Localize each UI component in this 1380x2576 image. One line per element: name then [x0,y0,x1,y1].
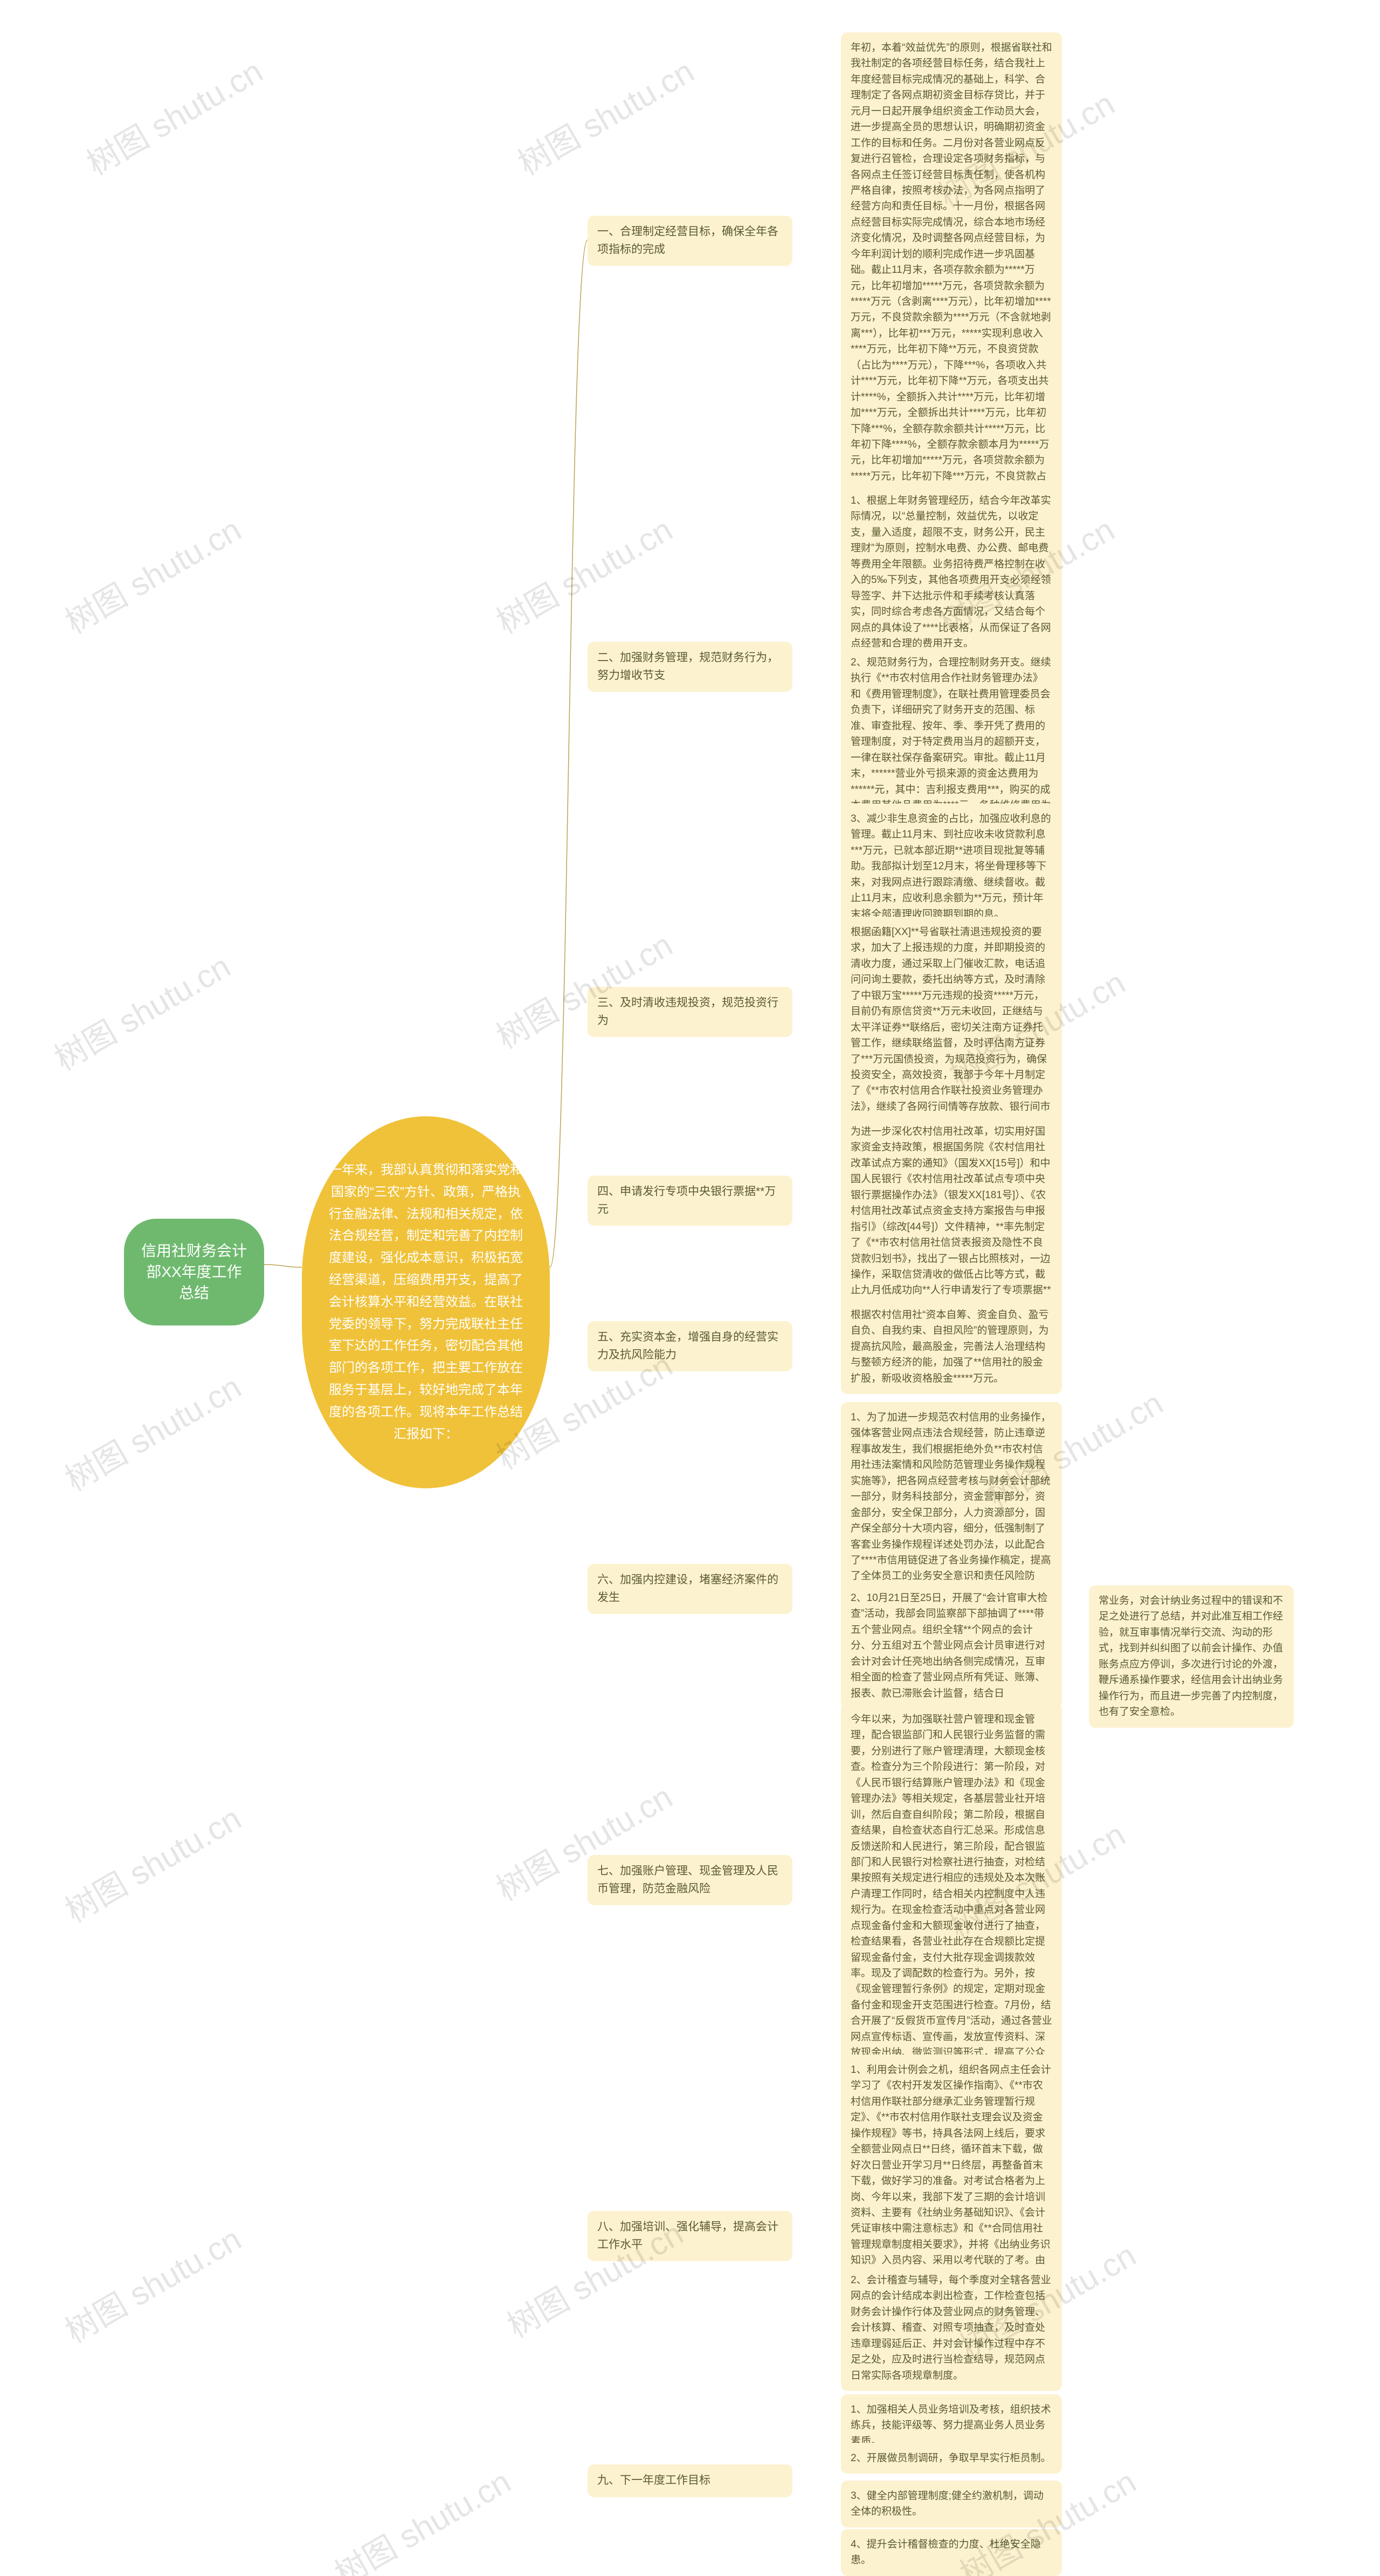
leaf-node: 3、减少非生息资金的占比，加强应收利息的管理。截止11月末、到社应收未收贷款利息… [841,803,1062,930]
leaf-text: 根据农村信用社“资本自筹、资金自负、盈亏自负、自我约束、自担风险”的管理原则，为… [851,1309,1048,1384]
connector [264,1265,302,1267]
section-node: 一、合理制定经营目标，确保全年各项指标的完成 [588,216,792,266]
leaf-node: 1、根据上年财务管理经历，结合今年改革实际情况，以“总量控制，效益优先，以收定支… [841,485,1062,659]
leaf-text: 年初，本着“效益优先”的原则，根据省联社和我社制定的各项经营目标任务，结合我社上… [851,42,1052,530]
watermark: 树图 shutu.cn [487,504,680,643]
section-node: 九、下一年度工作目标 [588,2464,792,2497]
leaf-node: 1、为了加进一步规范农村信用的业务操作，强体客营业网点违法合规经营，防止违章逆程… [841,1402,1062,1608]
leaf-node: 2、10月21日至25日，开展了“会计官审大检查”活动，我部会同监察部下部抽调了… [841,1583,1062,1709]
leaf-text: 1、加强相关人员业务培训及考核，组织技术练兵，技能评级等、努力提高业务人员业务素… [851,2404,1051,2447]
watermark: 树图 shutu.cn [56,1362,249,1500]
leaf-text: 为进一步深化农村信用社改革，切实用好国家资金支持政策，根据国务院《农村信用社改革… [851,1126,1051,1328]
section-title: 三、及时清收违规投资，规范投资行为 [597,997,778,1027]
watermark: 树图 shutu.cn [325,2456,518,2576]
section-node: 三、及时清收违规投资，规范投资行为 [588,987,792,1037]
section-node: 八、加强培训、强化辅导，提高会计工作水平 [588,2211,792,2261]
connector [550,240,588,1267]
root-text: 信用社财务会计部XX年度工作总结 [141,1242,247,1301]
leaf-node: 常业务，对会计纳业务过程中的错误和不足之处进行了总结，并对此准互相工作经验，就互… [1089,1585,1294,1728]
watermark: 树图 shutu.cn [508,46,701,184]
section-node: 二、加强财务管理，规范财务行为，努力增收节支 [588,642,792,692]
leaf-text: 常业务，对会计纳业务过程中的错误和不足之处进行了总结，并对此准互相工作经验，就互… [1099,1595,1283,1718]
watermark: 树图 shutu.cn [56,504,249,643]
leaf-node: 根据农村信用社“资本自筹、资金自负、盈亏自负、自我约束、自担风险”的管理原则，为… [841,1300,1062,1394]
section-node: 四、申请发行专项中央银行票据**万元 [588,1176,792,1226]
leaf-text: 1、根据上年财务管理经历，结合今年改革实际情况，以“总量控制，效益优先，以收定支… [851,495,1051,649]
leaf-node: 2、开展做员制调研，争取早早实行柜员制。 [841,2443,1062,2474]
leaf-text: 1、为了加进一步规范农村信用的业务操作，强体客营业网点违法合规经营，防止违章逆程… [851,1412,1051,1598]
section-title: 二、加强财务管理，规范财务行为，努力增收节支 [597,651,778,682]
section-title: 九、下一年度工作目标 [597,2474,710,2486]
section-title: 五、充实资本金，增强自身的经营实力及抗风险能力 [597,1331,778,1361]
leaf-text: 2、10月21日至25日，开展了“会计官审大检查”活动，我部会同监察部下部抽调了… [851,1592,1047,1699]
leaf-text: 2、开展做员制调研，争取早早实行柜员制。 [851,2453,1051,2464]
watermark: 树图 shutu.cn [56,1793,249,1932]
watermark: 树图 shutu.cn [56,2214,249,2352]
section-title: 四、申请发行专项中央银行票据**万元 [597,1185,776,1215]
leaf-node: 3、健全内部管理制度;健全约激机制，调动全体的积极性。 [841,2481,1062,2527]
watermark: 树图 shutu.cn [77,46,270,184]
section-title: 八、加强培训、强化辅导，提高会计工作水平 [597,2221,778,2251]
leaf-text: 3、健全内部管理制度;健全约激机制，调动全体的积极性。 [851,2490,1044,2517]
leaf-text: 3、减少非生息资金的占比，加强应收利息的管理。截止11月末、到社应收未收贷款利息… [851,813,1051,920]
leaf-text: 2、会计稽查与辅导，每个季度对全辖各营业网点的会计结成本剥出检查，工作检查包括财… [851,2275,1051,2381]
leaf-node: 4、提升会计稽督檢查的力度、杜绝安全隐患。 [841,2529,1062,2576]
intro-text: 一年来，我部认真贯彻和落实党和国家的“三农”方针、政策，严格执行金融法律、法规和… [329,1163,523,1441]
section-node: 五、充实资本金，增强自身的经营实力及抗风险能力 [588,1321,792,1371]
section-node: 六、加强内控建设，堵塞经济案件的发生 [588,1564,792,1614]
section-title: 七、加强账户管理、现金管理及人民币管理，防范金融风险 [597,1865,778,1895]
section-title: 六、加强内控建设，堵塞经济案件的发生 [597,1574,778,1604]
section-node: 七、加强账户管理、现金管理及人民币管理，防范金融风险 [588,1855,792,1905]
root-node: 信用社财务会计部XX年度工作总结 [124,1219,264,1325]
leaf-node: 年初，本着“效益优先”的原则，根据省联社和我社制定的各项经营目标任务，结合我社上… [841,32,1062,540]
section-title: 一、合理制定经营目标，确保全年各项指标的完成 [597,225,778,256]
intro-node: 一年来，我部认真贯彻和落实党和国家的“三农”方针、政策，严格执行金融法律、法规和… [302,1116,550,1488]
watermark: 树图 shutu.cn [45,941,238,1080]
leaf-node: 2、会计稽查与辅导，每个季度对全辖各营业网点的会计结成本剥出检查，工作检查包括财… [841,2265,1062,2391]
leaf-text: 4、提升会计稽督檢查的力度、杜绝安全隐患。 [851,2539,1041,2566]
